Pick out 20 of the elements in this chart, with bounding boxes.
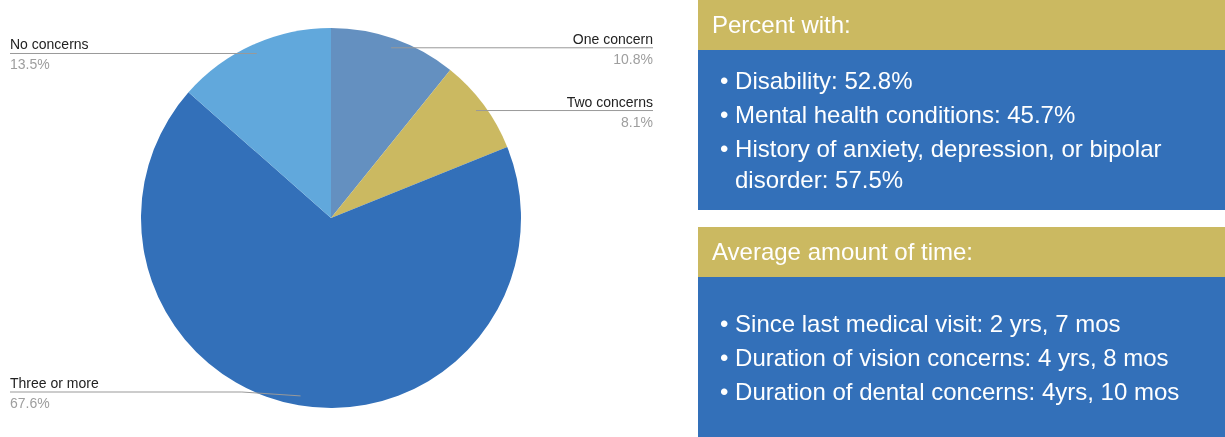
data-label: 8.1%	[621, 113, 653, 130]
data-label: 10.8%	[613, 50, 653, 67]
pie-slice	[188, 28, 331, 218]
pie-slice	[141, 92, 521, 408]
slice-label: Two concerns	[566, 93, 653, 110]
text: Percent with:	[698, 0, 1225, 50]
text: • Mental health conditions: 45.7%	[720, 100, 1077, 130]
slice-label: Three or more	[10, 375, 99, 391]
pie-slice	[331, 70, 508, 218]
text: • History of anxiety, depression, or bipolar disorder: 57.5%	[720, 134, 1163, 195]
text: • Duration of vision concerns: 4 yrs, 8 mos	[720, 342, 1170, 373]
text: • Since last medical visit: 2 yrs, 7 mos	[720, 308, 1122, 339]
pie-slice	[331, 28, 451, 218]
text: • Duration of dental concerns: 4yrs, 10 mos	[720, 376, 1181, 407]
slice-label: One concern	[572, 30, 653, 47]
slice-label: No concerns	[10, 36, 89, 53]
text: • Disability: 52.8%	[720, 66, 914, 96]
data-label: 13.5%	[10, 56, 50, 73]
text: Average amount of time:	[698, 227, 1225, 277]
data-label: 67.6%	[10, 395, 50, 411]
